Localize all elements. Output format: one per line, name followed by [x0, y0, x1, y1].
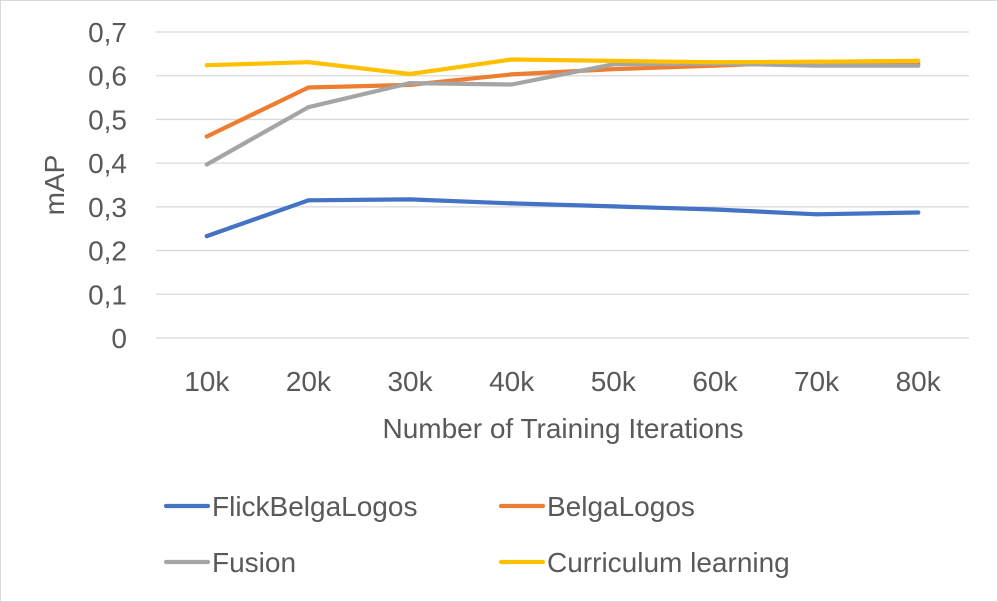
data-point	[306, 198, 311, 203]
x-tick-label: 40k	[489, 366, 535, 397]
data-point	[611, 62, 616, 67]
data-point	[204, 234, 209, 239]
x-tick-label: 60k	[692, 366, 738, 397]
data-point	[509, 57, 514, 62]
y-tick-label: 0,6	[88, 61, 127, 92]
y-tick-label: 0,7	[88, 17, 127, 48]
series-group	[204, 197, 921, 239]
x-tick-label: 10k	[184, 366, 230, 397]
data-point	[814, 59, 819, 64]
data-point	[814, 63, 819, 68]
data-point	[916, 63, 921, 68]
series-group	[204, 59, 921, 139]
data-point	[509, 201, 514, 206]
data-point	[204, 63, 209, 68]
legend-entry: Fusion	[163, 547, 296, 578]
data-point	[509, 82, 514, 87]
data-point	[814, 212, 819, 217]
x-axis-tick-labels: 10k 20k 30k 40k 50k 60k 70k 80k	[184, 366, 942, 397]
data-point	[611, 58, 616, 63]
gridlines	[156, 31, 969, 339]
x-tick-label: 20k	[286, 366, 332, 397]
data-point	[611, 204, 616, 209]
data-point	[712, 207, 718, 212]
data-point	[306, 60, 311, 65]
series-line	[204, 61, 921, 167]
series-lines	[204, 57, 921, 239]
data-point	[407, 81, 413, 86]
data-point	[916, 210, 921, 215]
data-point	[407, 197, 413, 202]
series-line	[204, 57, 921, 77]
series-group	[204, 57, 921, 77]
data-point	[611, 67, 616, 72]
legend-label: FlickBelgaLogos	[212, 491, 417, 522]
y-tick-label: 0,4	[88, 148, 127, 179]
y-axis-tick-labels: 0 0,1 0,2 0,3 0,4 0,5 0,6 0,7	[88, 17, 127, 354]
data-point	[204, 134, 209, 139]
x-tick-label: 50k	[591, 366, 637, 397]
data-point	[306, 105, 311, 110]
data-point	[407, 71, 413, 77]
data-point	[712, 60, 718, 65]
x-axis-title: Number of Training Iterations	[382, 413, 743, 444]
data-point	[509, 72, 514, 77]
x-tick-label: 80k	[896, 366, 942, 397]
y-tick-label: 0,3	[88, 192, 127, 223]
y-tick-label: 0	[111, 323, 127, 354]
legend-label: Fusion	[212, 547, 296, 578]
data-point	[916, 58, 921, 63]
x-tick-label: 70k	[794, 366, 840, 397]
legend-label: Curriculum learning	[547, 547, 790, 578]
series-line	[204, 197, 921, 239]
series-group	[204, 61, 921, 167]
legend-entry: Curriculum learning	[498, 547, 790, 578]
y-tick-label: 0,5	[88, 104, 127, 135]
x-tick-label: 30k	[387, 366, 433, 397]
y-axis-title: mAP	[39, 155, 70, 216]
legend-label: BelgaLogos	[547, 491, 695, 522]
y-tick-label: 0,2	[88, 236, 127, 267]
y-tick-label: 0,1	[88, 279, 127, 310]
legend-entry: FlickBelgaLogos	[163, 491, 417, 522]
data-point	[306, 85, 311, 90]
legend-entry: BelgaLogos	[498, 491, 695, 522]
legend: FlickBelgaLogos BelgaLogos Fusion Curriculu…	[163, 491, 790, 578]
data-point	[204, 162, 209, 167]
